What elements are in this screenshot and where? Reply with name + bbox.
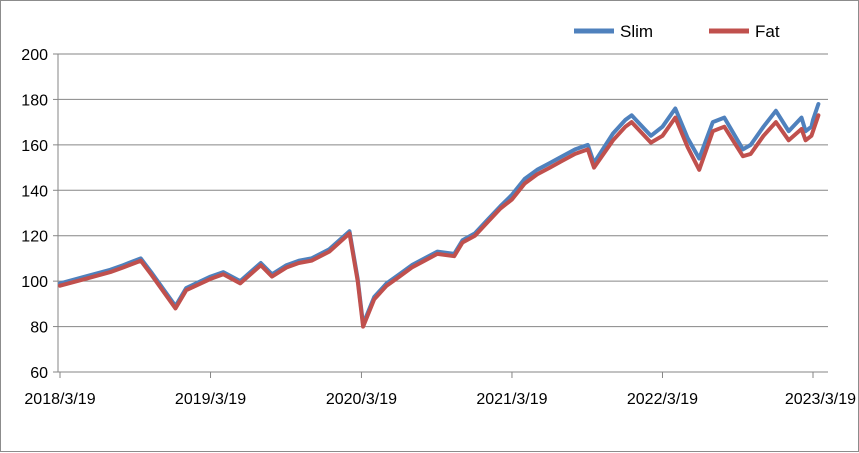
y-tick-label: 80 xyxy=(30,320,48,337)
x-tick-label: 2022/3/19 xyxy=(627,391,698,408)
grid-lines xyxy=(58,53,828,328)
legend-label-slim: Slim xyxy=(620,22,653,41)
y-tick-label: 180 xyxy=(21,92,48,109)
series-line-fat xyxy=(58,113,821,329)
y-tick-label: 120 xyxy=(21,229,48,246)
x-tick-label: 2023/3/19 xyxy=(785,391,856,408)
y-tick-label: 60 xyxy=(30,365,48,382)
y-tick-label: 140 xyxy=(21,183,48,200)
x-tick-label: 2020/3/19 xyxy=(326,391,397,408)
y-axis: 60 80 100 120 140 160 180 200 xyxy=(21,47,59,382)
legend: Slim Fat xyxy=(574,22,780,41)
y-tick-label: 200 xyxy=(21,47,48,64)
legend-label-fat: Fat xyxy=(755,22,780,41)
y-tick-label: 160 xyxy=(21,138,48,155)
series-lines xyxy=(58,102,821,329)
x-tick-label: 2021/3/19 xyxy=(476,391,547,408)
x-tick-label: 2018/3/19 xyxy=(24,391,95,408)
series-line-slim xyxy=(58,102,821,327)
y-tick-label: 100 xyxy=(21,274,48,291)
x-tick-label: 2019/3/19 xyxy=(175,391,246,408)
x-axis: 2018/3/19 2019/3/19 2020/3/19 2021/3/19 2022… xyxy=(24,371,856,408)
